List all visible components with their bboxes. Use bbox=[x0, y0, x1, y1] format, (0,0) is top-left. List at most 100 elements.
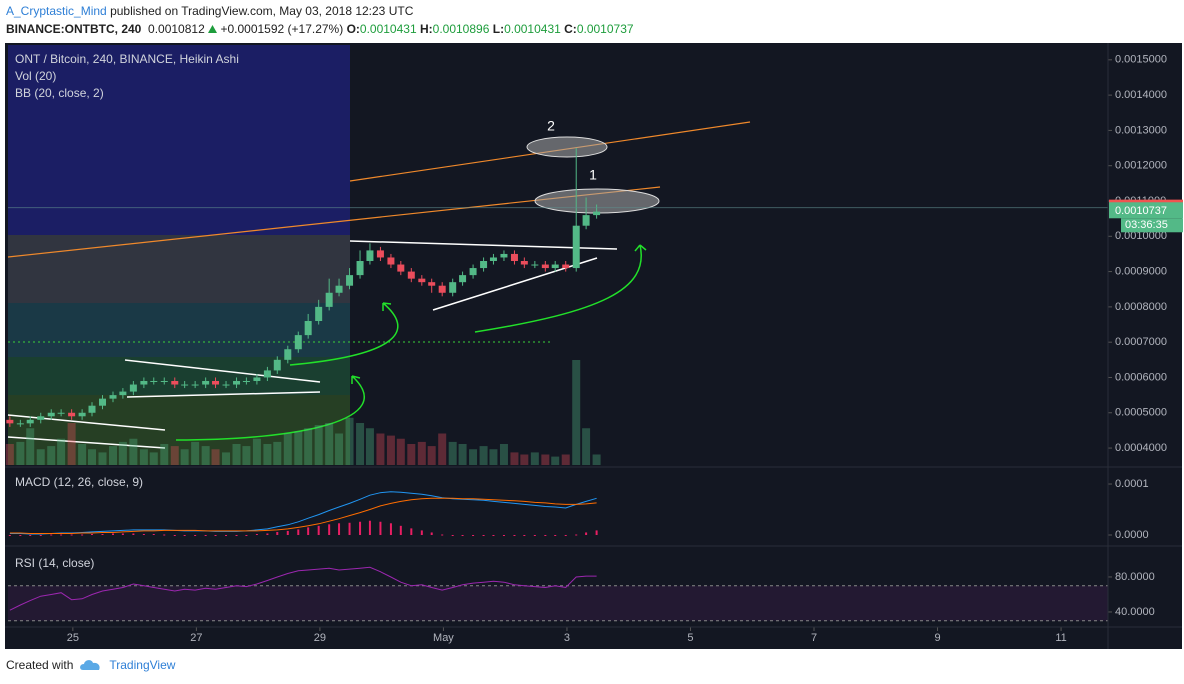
histogram-bar bbox=[502, 535, 505, 537]
volume-bar bbox=[118, 441, 127, 465]
volume-bar bbox=[191, 441, 200, 465]
arrows bbox=[175, 244, 647, 441]
histogram-bar bbox=[359, 521, 362, 536]
brand[interactable]: TradingView bbox=[109, 658, 176, 672]
volume-bar bbox=[551, 456, 560, 465]
candle-body bbox=[387, 257, 395, 265]
overlay-label: BB (20, close, 2) bbox=[15, 86, 104, 100]
x-tick-label: 5 bbox=[687, 632, 693, 644]
volume-bar bbox=[458, 444, 467, 465]
y-tick-label: 0.0015000 bbox=[1115, 54, 1167, 66]
ohlc-key: O: bbox=[346, 22, 360, 36]
candle-body bbox=[510, 253, 518, 261]
candle-body bbox=[88, 405, 96, 413]
volume-bar bbox=[211, 449, 220, 465]
candle-body bbox=[78, 412, 86, 417]
histogram-bar bbox=[307, 527, 310, 536]
ohlc-key: L: bbox=[492, 22, 505, 36]
candle-body bbox=[418, 278, 426, 283]
y-tick-label: 80.0000 bbox=[1115, 571, 1155, 583]
volume-bar bbox=[273, 441, 282, 465]
y-tick-label: 0.0006000 bbox=[1115, 371, 1167, 383]
volume-bar bbox=[386, 435, 395, 465]
up-triangle bbox=[208, 25, 218, 33]
y-tick-label: 0.0010000 bbox=[1115, 230, 1167, 242]
pane-title: MACD (12, 26, close, 9) bbox=[15, 475, 143, 489]
histogram-bar bbox=[173, 535, 176, 537]
candle-body bbox=[68, 412, 76, 417]
price-marker bbox=[1109, 202, 1183, 219]
volume-bar bbox=[541, 454, 550, 465]
logo bbox=[80, 660, 101, 670]
y-tick-label: 0.0000 bbox=[1115, 529, 1149, 541]
volume-bar bbox=[170, 446, 179, 465]
y-tick-label: 0.0014000 bbox=[1115, 89, 1167, 101]
candle-body bbox=[407, 271, 415, 279]
volume-bar bbox=[572, 360, 581, 465]
author[interactable]: A_Cryptastic_Mind bbox=[6, 4, 107, 18]
histogram-bar bbox=[410, 528, 413, 536]
candle-body bbox=[16, 423, 24, 425]
histogram-bar bbox=[245, 535, 248, 537]
volume-bar bbox=[16, 441, 25, 465]
candle-body bbox=[233, 381, 241, 385]
volume-bar bbox=[376, 433, 385, 465]
histogram-bar bbox=[451, 535, 454, 537]
volume-bar bbox=[314, 425, 323, 465]
volume-bar bbox=[36, 449, 45, 465]
candle-body bbox=[335, 285, 343, 293]
y-tick-label: 0.0005000 bbox=[1115, 407, 1167, 419]
x-tick-label: 25 bbox=[67, 632, 79, 644]
ohlc-value: 0.0010737 bbox=[576, 22, 634, 36]
histogram-bar bbox=[513, 535, 516, 537]
change: +0.0001592 (+17.27%) bbox=[220, 22, 344, 36]
candle-body bbox=[469, 268, 477, 276]
histogram-bar bbox=[101, 533, 104, 536]
candle-body bbox=[531, 264, 539, 266]
volume-bar bbox=[592, 454, 601, 465]
histogram-bar bbox=[317, 525, 320, 536]
ohlc-value: 0.0010896 bbox=[432, 22, 490, 36]
histogram-bar bbox=[19, 535, 22, 537]
candle-body bbox=[541, 264, 549, 269]
histogram-bar bbox=[492, 535, 495, 537]
fib-zone bbox=[8, 45, 350, 235]
volume-bar bbox=[294, 431, 303, 465]
volume-bar bbox=[232, 444, 241, 465]
histogram-bar bbox=[544, 535, 547, 537]
ohlc-key: C: bbox=[564, 22, 577, 36]
histogram-bar bbox=[338, 523, 341, 536]
volume-bar bbox=[356, 423, 365, 465]
y-tick-label: 40.0000 bbox=[1115, 606, 1155, 618]
volume-bar bbox=[108, 446, 117, 465]
volume-bar bbox=[427, 446, 436, 465]
histogram-bar bbox=[297, 529, 300, 536]
volume-bar bbox=[160, 444, 169, 465]
histogram-bar bbox=[585, 532, 588, 536]
volume-bar bbox=[530, 452, 539, 465]
candle-body bbox=[98, 398, 106, 406]
histogram-bar bbox=[368, 520, 371, 536]
candle-body bbox=[273, 359, 281, 371]
candle-body bbox=[129, 384, 137, 392]
candle-body bbox=[356, 261, 364, 276]
x-tick-label: 7 bbox=[811, 632, 817, 644]
volume-bar bbox=[263, 444, 272, 465]
volume-bar bbox=[335, 433, 344, 465]
x-tick-label: May bbox=[433, 632, 454, 644]
volume-bar bbox=[448, 441, 457, 465]
histogram-bar bbox=[595, 530, 598, 536]
candle-body bbox=[325, 292, 333, 307]
candle-body bbox=[449, 282, 457, 293]
trend-lines bbox=[7, 240, 618, 449]
published: published on TradingView.com, May 03, 20… bbox=[110, 4, 414, 18]
footer: Created with TradingView bbox=[6, 658, 175, 672]
volume-bar bbox=[582, 428, 591, 465]
y-tick-label: 0.0007000 bbox=[1115, 336, 1167, 348]
candle-body bbox=[160, 381, 168, 382]
candle-body bbox=[438, 285, 446, 293]
candle-body bbox=[500, 253, 508, 258]
countdown: 03:36:35 bbox=[1125, 219, 1168, 231]
candle-body bbox=[397, 264, 405, 272]
